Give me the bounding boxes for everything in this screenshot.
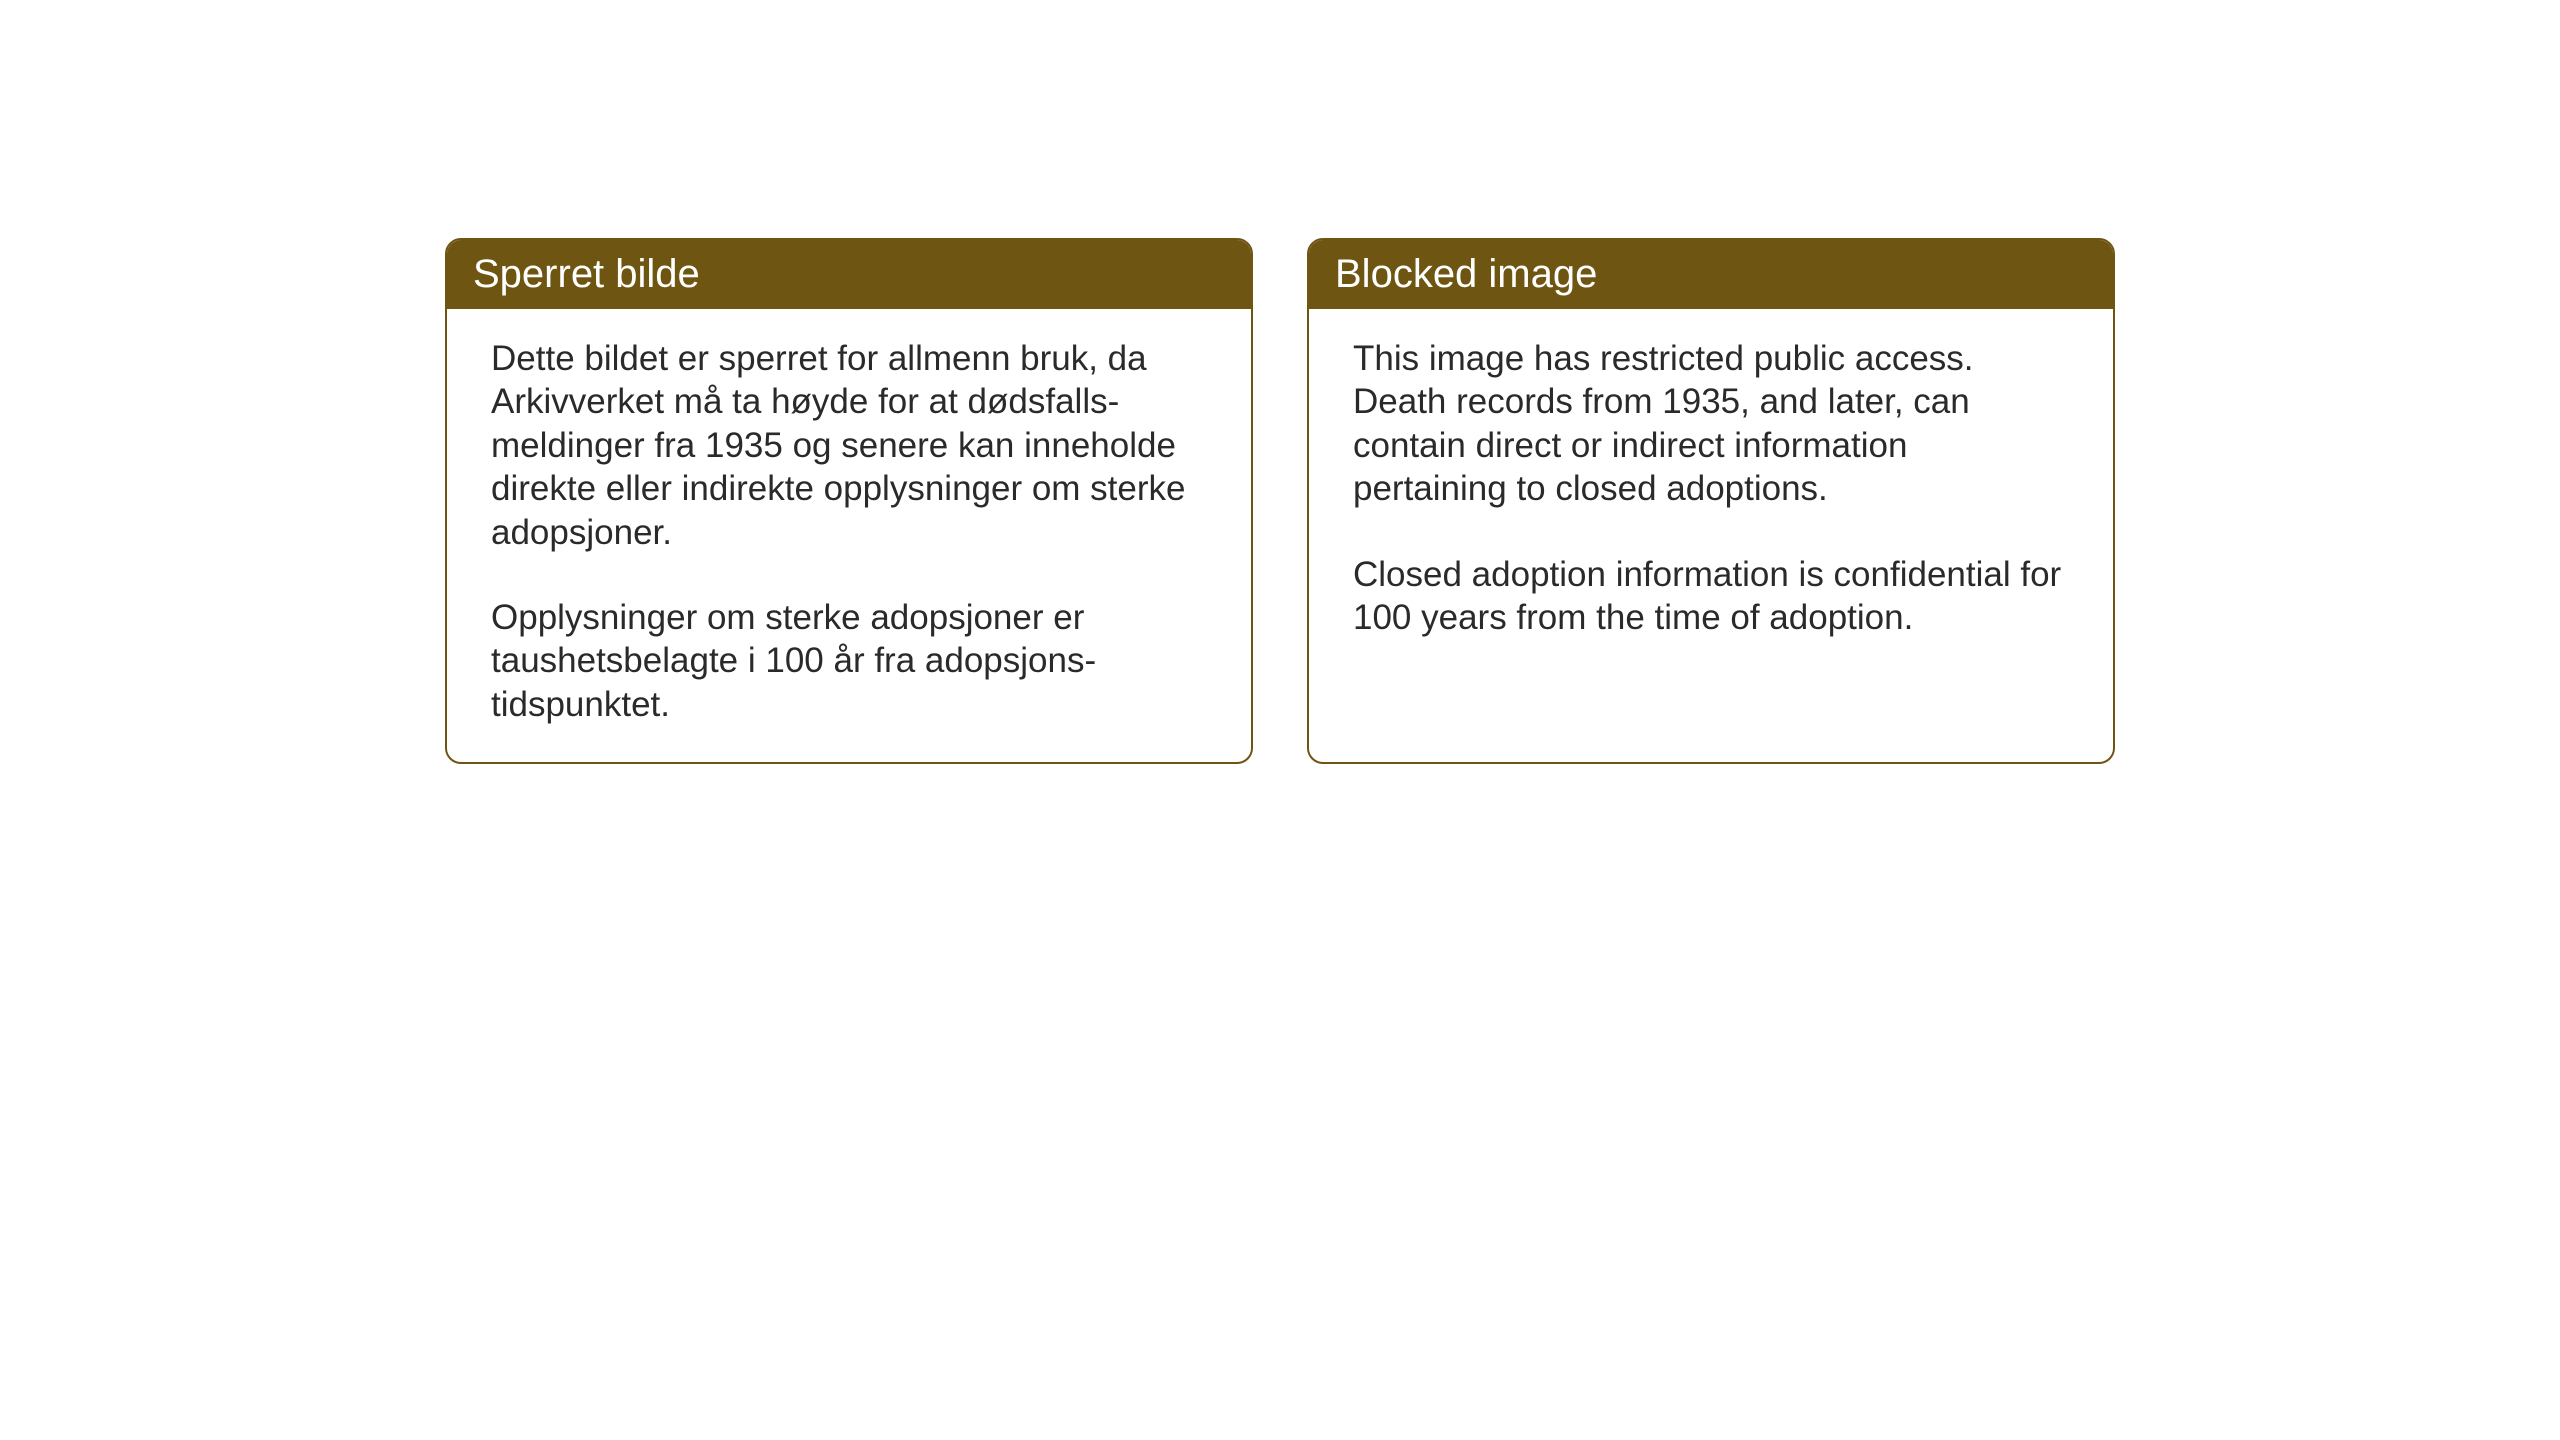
cards-container: Sperret bilde Dette bildet er sperret fo… xyxy=(445,238,2115,764)
english-paragraph-2: Closed adoption information is confident… xyxy=(1353,553,2069,640)
english-notice-card: Blocked image This image has restricted … xyxy=(1307,238,2115,764)
english-card-header: Blocked image xyxy=(1309,240,2113,309)
norwegian-card-body: Dette bildet er sperret for allmenn bruk… xyxy=(447,309,1251,762)
norwegian-card-header: Sperret bilde xyxy=(447,240,1251,309)
norwegian-notice-card: Sperret bilde Dette bildet er sperret fo… xyxy=(445,238,1253,764)
english-card-title: Blocked image xyxy=(1335,252,1597,296)
norwegian-card-title: Sperret bilde xyxy=(473,252,700,296)
norwegian-paragraph-2: Opplysninger om sterke adopsjoner er tau… xyxy=(491,596,1207,726)
norwegian-paragraph-1: Dette bildet er sperret for allmenn bruk… xyxy=(491,337,1207,554)
english-card-body: This image has restricted public access.… xyxy=(1309,309,2113,729)
english-paragraph-1: This image has restricted public access.… xyxy=(1353,337,2069,511)
